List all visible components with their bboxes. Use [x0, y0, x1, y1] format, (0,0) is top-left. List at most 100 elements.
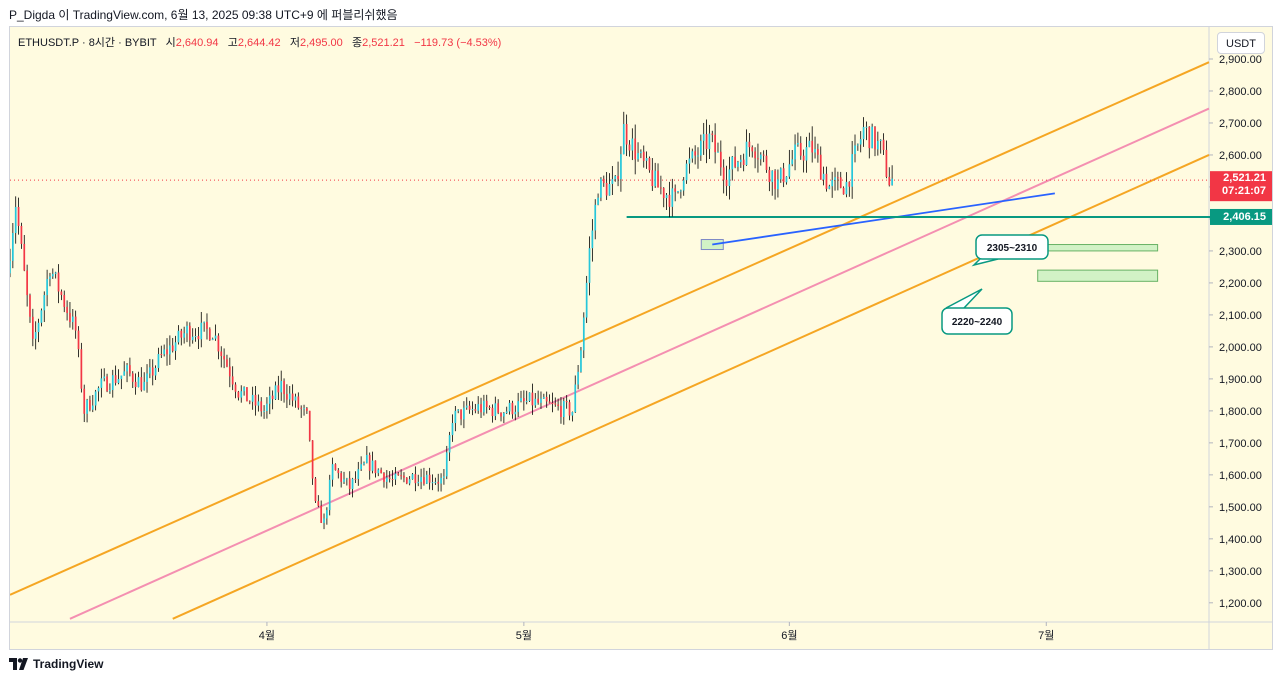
candle-body: [403, 475, 405, 478]
candle-body: [537, 398, 539, 403]
zone-lower-callout: 2220~2240: [941, 288, 1013, 335]
candle-body: [114, 375, 117, 383]
candle-body: [531, 392, 534, 406]
candle-body: [631, 138, 634, 151]
candle-body: [662, 188, 665, 199]
candle-body: [311, 440, 314, 479]
candle-body: [126, 365, 128, 372]
price-axis-label: 1,300.00: [1219, 566, 1262, 578]
candle-body: [594, 204, 597, 231]
price-axis-label: 2,000.00: [1219, 342, 1262, 354]
candle-body: [465, 405, 468, 408]
candle-body: [657, 170, 659, 188]
price-axis-label: 1,600.00: [1219, 470, 1262, 482]
candle-body: [517, 401, 520, 412]
candle-body: [63, 295, 66, 307]
candle-body: [651, 170, 654, 187]
candle-body: [380, 469, 382, 474]
blue-trendline: [712, 192, 1055, 246]
candle-body: [180, 330, 183, 338]
candle-body: [160, 354, 163, 356]
high-value: 2,644.42: [237, 37, 281, 49]
candle-body: [511, 402, 514, 415]
candle-body: [805, 147, 808, 161]
open-value: 2,640.94: [175, 37, 219, 49]
currency-button[interactable]: USDT: [1217, 32, 1265, 54]
candle-body: [431, 482, 434, 484]
footer-brand: TradingView: [9, 656, 103, 676]
candle-body: [731, 156, 734, 170]
candle-body: [714, 134, 716, 153]
candle-body: [411, 474, 414, 480]
candle-body: [346, 478, 348, 480]
candle-body: [759, 154, 762, 160]
candle-body: [551, 402, 554, 404]
candle-body: [728, 169, 731, 187]
candle-body: [417, 481, 420, 484]
candle-body: [220, 351, 223, 357]
candle-body: [688, 158, 691, 164]
candle-body: [634, 138, 637, 160]
candle-body: [348, 478, 351, 490]
candle-body: [14, 206, 17, 234]
candle-body: [248, 401, 251, 403]
candle-body: [845, 181, 848, 195]
candle-body: [106, 376, 108, 392]
candle-body: [802, 155, 805, 161]
candle-body: [71, 316, 74, 323]
candle-body: [440, 477, 442, 484]
candle-body: [505, 411, 508, 414]
change-value: −119.73 (−4.53%): [414, 37, 502, 49]
candle-body: [143, 381, 146, 391]
tradingview-logo-icon: [9, 657, 28, 670]
candle-body: [257, 401, 260, 406]
price-axis-label: 2,800.00: [1219, 86, 1262, 98]
candle-body: [137, 377, 140, 388]
candle-body: [226, 359, 228, 367]
chart-frame[interactable]: 1,200.00 1,300.00 1,400.00 1,500.00 1,600.00…: [9, 26, 1273, 650]
candle-body: [654, 170, 657, 187]
candle-body: [523, 398, 525, 402]
price-axis-label: 2,100.00: [1219, 310, 1262, 322]
candle-body: [705, 134, 708, 150]
price-axis-label: 2,200.00: [1219, 278, 1262, 290]
candle-body: [51, 273, 54, 277]
level-price-tag-bg: [1210, 208, 1272, 225]
candle-body: [768, 169, 771, 182]
candle-body: [585, 282, 588, 318]
candle-body: [20, 225, 23, 244]
candle-body: [443, 476, 445, 478]
candle-body: [608, 183, 611, 196]
candle-body: [540, 398, 542, 403]
candle-body: [374, 460, 377, 474]
candle-body: [871, 126, 873, 149]
candle-body: [140, 377, 143, 391]
candle-body: [240, 391, 243, 398]
candle-body: [525, 400, 528, 402]
time-axis-label: 4월: [259, 629, 275, 642]
candle-body: [237, 391, 240, 398]
candle-body: [94, 391, 97, 406]
price-chart[interactable]: 1,200.00 1,300.00 1,400.00 1,500.00 1,600.00…: [10, 27, 1273, 650]
candle-body: [323, 518, 325, 523]
last-price-tag: 2,521.21 07:21:07: [1210, 172, 1270, 198]
price-axis-label: 2,700.00: [1219, 118, 1262, 130]
candle-body: [668, 194, 671, 207]
close-label: 종: [351, 37, 363, 49]
candle-body: [748, 141, 751, 148]
candle-body: [580, 350, 582, 372]
candle-body: [865, 126, 868, 128]
price-axis-label: 1,400.00: [1219, 534, 1262, 546]
candle-body: [542, 396, 545, 399]
zone-lower-box: [1037, 269, 1159, 282]
candle-body: [317, 501, 320, 506]
candles-group: [10, 111, 893, 530]
candle-body: [719, 151, 722, 168]
candle-body: [43, 295, 46, 311]
candle-body: [328, 479, 331, 511]
candle-body: [183, 333, 185, 338]
candle-body: [868, 126, 871, 149]
candle-body: [254, 394, 257, 406]
candle-body: [294, 396, 297, 401]
candle-body: [734, 156, 736, 167]
